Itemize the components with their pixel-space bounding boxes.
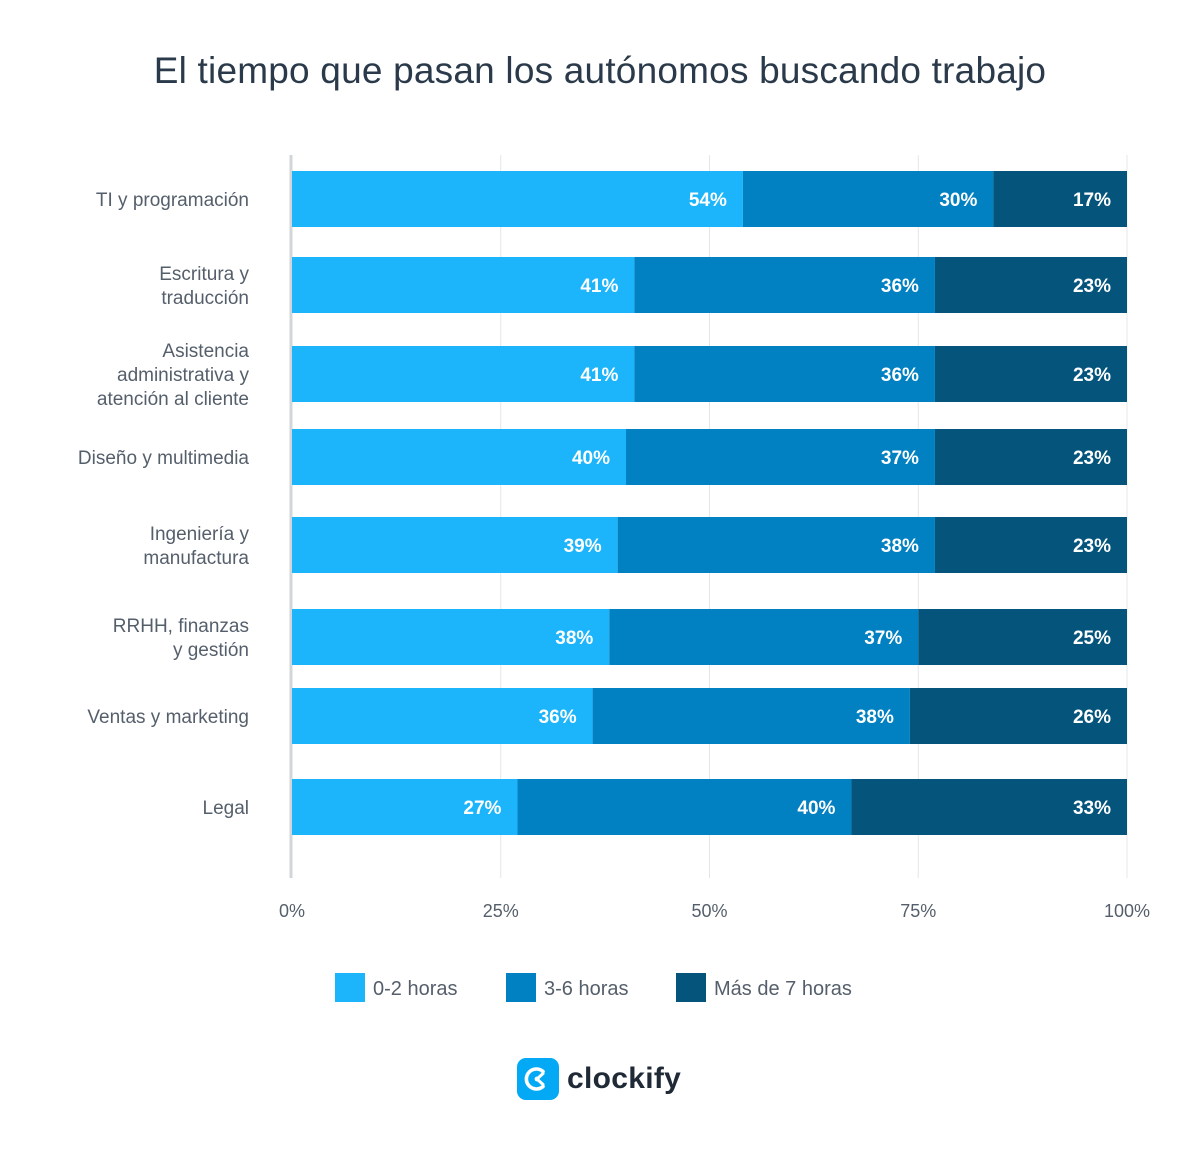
category-label: Legal [203,798,250,819]
bar-segment [292,429,626,485]
category-label: Diseño y multimedia [78,448,249,469]
bar-segment [517,779,852,835]
data-label: 17% [1073,190,1111,211]
bar-segment [634,257,935,313]
data-label: 38% [856,707,894,728]
bar-segment [609,609,919,665]
bar-segment [292,257,635,313]
data-label: 36% [539,707,577,728]
data-label: 38% [881,536,919,557]
data-label: 27% [463,798,501,819]
tick-label: 75% [900,901,936,921]
category-label: administrativa y [117,365,249,386]
bar-segment [292,688,593,744]
bar-segment [993,171,1127,227]
data-label: 36% [881,365,919,386]
legend-label: Más de 7 horas [714,978,852,1000]
bar-segment [292,609,610,665]
tick-label: 0% [279,901,305,921]
data-label: 33% [1073,798,1111,819]
data-label: 23% [1073,365,1111,386]
category-label: traducción [161,288,249,309]
bar-segment [934,346,1127,402]
bar-segment [292,171,743,227]
bar-segment [592,688,910,744]
legend-swatch [335,973,365,1002]
data-label: 38% [555,628,593,649]
category-label: Asistencia [162,341,249,362]
data-label: 40% [797,798,835,819]
bar-segment [626,429,935,485]
bar-segment [292,517,618,573]
category-label: atención al cliente [97,389,249,410]
data-label: 37% [881,448,919,469]
bar-segment [617,517,935,573]
x-axis-ticks: 0% 25% 50% 75% 100% [279,901,1150,921]
bar-segment [742,171,994,227]
tick-label: 50% [691,901,727,921]
bar-segment [292,779,518,835]
category-labels: TI y programación Escritura y traducción As… [78,190,250,819]
chart-title: El tiempo que pasan los autónomos buscan… [153,50,1047,91]
legend-label: 0-2 horas [373,978,458,1000]
legend-label: 3-6 horas [544,978,629,1000]
data-label: 54% [689,190,727,211]
brand-name: clockify [567,1062,682,1095]
data-label: 26% [1073,707,1111,728]
category-label: Ventas y marketing [87,707,249,728]
bar-segment [292,346,635,402]
category-label: manufactura [143,548,249,569]
data-label: 25% [1073,628,1111,649]
bar-segment [934,517,1127,573]
data-label: 23% [1073,448,1111,469]
tick-label: 100% [1104,901,1150,921]
data-label: 37% [864,628,902,649]
category-label: y gestión [173,640,249,661]
bar-segment [909,688,1127,744]
bar-segment [634,346,935,402]
legend-swatch [506,973,536,1002]
data-label: 39% [564,536,602,557]
data-label: 40% [572,448,610,469]
brand: clockify [517,1058,681,1100]
data-label: 23% [1073,536,1111,557]
bar-segment [851,779,1127,835]
tick-label: 25% [483,901,519,921]
data-label: 23% [1073,276,1111,297]
category-label: Ingeniería y [150,524,250,545]
data-label: 30% [939,190,977,211]
bar-segment [934,257,1127,313]
bar-segment [934,429,1127,485]
legend: 0-2 horas 3-6 horas Más de 7 horas [335,973,852,1002]
bars: 54% 30% 17% 41% 36% 23% 41% 36% 23% 40% 37% 23% 39% 3… [292,171,1127,835]
category-label: RRHH, finanzas [113,616,249,637]
legend-swatch [676,973,706,1002]
data-label: 41% [580,276,618,297]
data-label: 41% [580,365,618,386]
data-label: 36% [881,276,919,297]
category-label: Escritura y [159,264,249,285]
clockify-logo-icon [517,1058,559,1100]
category-label: TI y programación [96,190,249,211]
bar-segment [918,609,1127,665]
